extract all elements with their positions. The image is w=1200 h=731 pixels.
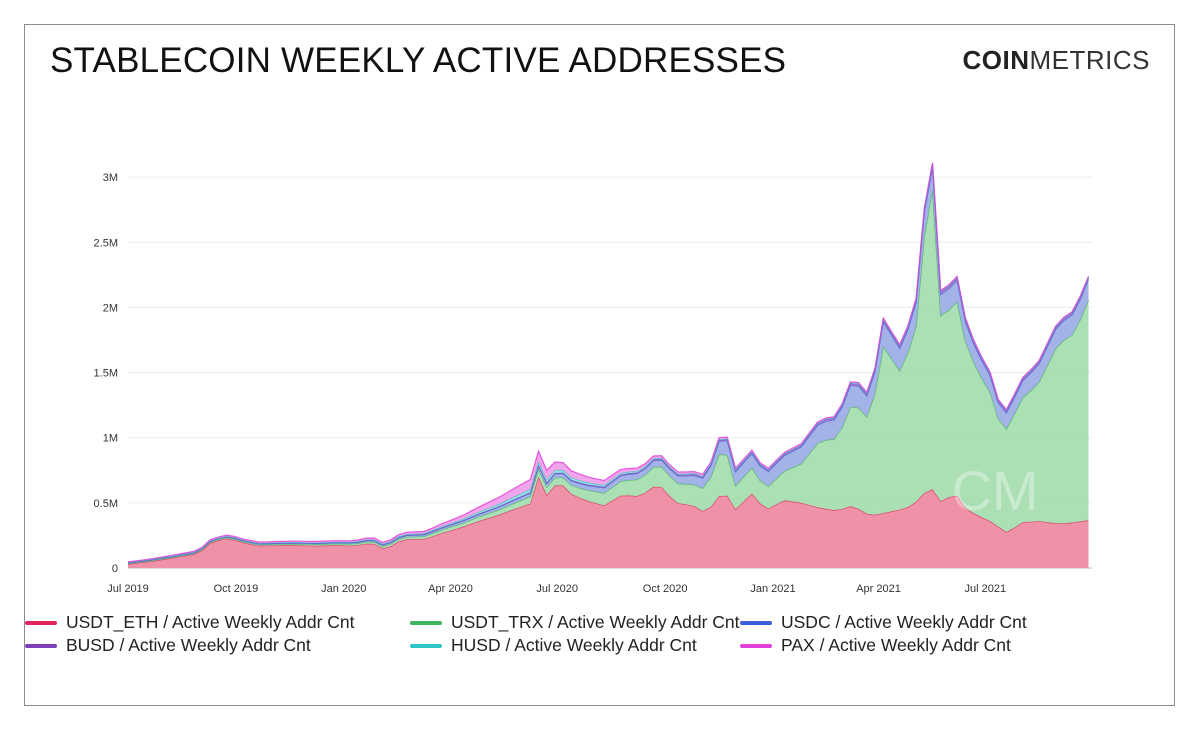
legend-label: HUSD / Active Weekly Addr Cnt: [451, 635, 697, 655]
y-tick-label: 2.5M: [94, 237, 118, 249]
logo-bold-text: COIN: [962, 45, 1030, 75]
legend-label: USDC / Active Weekly Addr Cnt: [781, 612, 1027, 632]
legend-item[interactable]: PAX / Active Weekly Addr Cnt: [740, 635, 1011, 656]
area-usdt-eth: [128, 476, 1089, 568]
legend-swatch: [740, 643, 772, 648]
legend-item[interactable]: USDT_ETH / Active Weekly Addr Cnt: [25, 612, 355, 633]
legend-item[interactable]: USDT_TRX / Active Weekly Addr Cnt: [410, 612, 740, 633]
coinmetrics-logo: COINMETRICS: [963, 45, 1151, 76]
y-tick-label: 1M: [103, 433, 118, 445]
legend-item[interactable]: BUSD / Active Weekly Addr Cnt: [25, 635, 311, 656]
legend-swatch: [25, 620, 57, 625]
y-tick-label: 3M: [103, 172, 118, 184]
x-tick-label: Apr 2020: [428, 583, 473, 595]
legend-item[interactable]: USDC / Active Weekly Addr Cnt: [740, 612, 1027, 633]
y-tick-label: 1.5M: [94, 368, 118, 380]
x-tick-label: Jul 2020: [536, 583, 578, 595]
legend-swatch: [25, 643, 57, 648]
legend-label: BUSD / Active Weekly Addr Cnt: [66, 635, 311, 655]
x-tick-label: Oct 2020: [643, 583, 688, 595]
legend-label: USDT_ETH / Active Weekly Addr Cnt: [66, 612, 355, 632]
legend-swatch: [410, 643, 442, 648]
line-pax: [127, 162, 1090, 563]
x-tick-label: Jul 2019: [107, 583, 149, 595]
legend-label: PAX / Active Weekly Addr Cnt: [781, 635, 1011, 655]
x-tick-label: Apr 2021: [856, 583, 901, 595]
logo-light-text: METRICS: [1029, 45, 1150, 75]
y-tick-label: 0: [112, 563, 118, 575]
legend-label: USDT_TRX / Active Weekly Addr Cnt: [451, 612, 740, 632]
legend-swatch: [410, 620, 442, 625]
area-usdt-trx: [128, 189, 1089, 565]
x-tick-label: Oct 2019: [214, 583, 259, 595]
legend-item[interactable]: HUSD / Active Weekly Addr Cnt: [410, 635, 697, 656]
x-tick-label: Jan 2021: [750, 583, 795, 595]
chart-title: STABLECOIN WEEKLY ACTIVE ADDRESSES: [50, 41, 787, 80]
x-tick-label: Jan 2020: [321, 583, 366, 595]
y-tick-label: 0.5M: [94, 498, 118, 510]
legend-swatch: [740, 620, 772, 625]
watermark-logo: CM: [951, 459, 1038, 522]
area-usdc: [128, 166, 1089, 564]
x-tick-label: Jul 2021: [964, 583, 1006, 595]
y-tick-label: 2M: [103, 302, 118, 314]
